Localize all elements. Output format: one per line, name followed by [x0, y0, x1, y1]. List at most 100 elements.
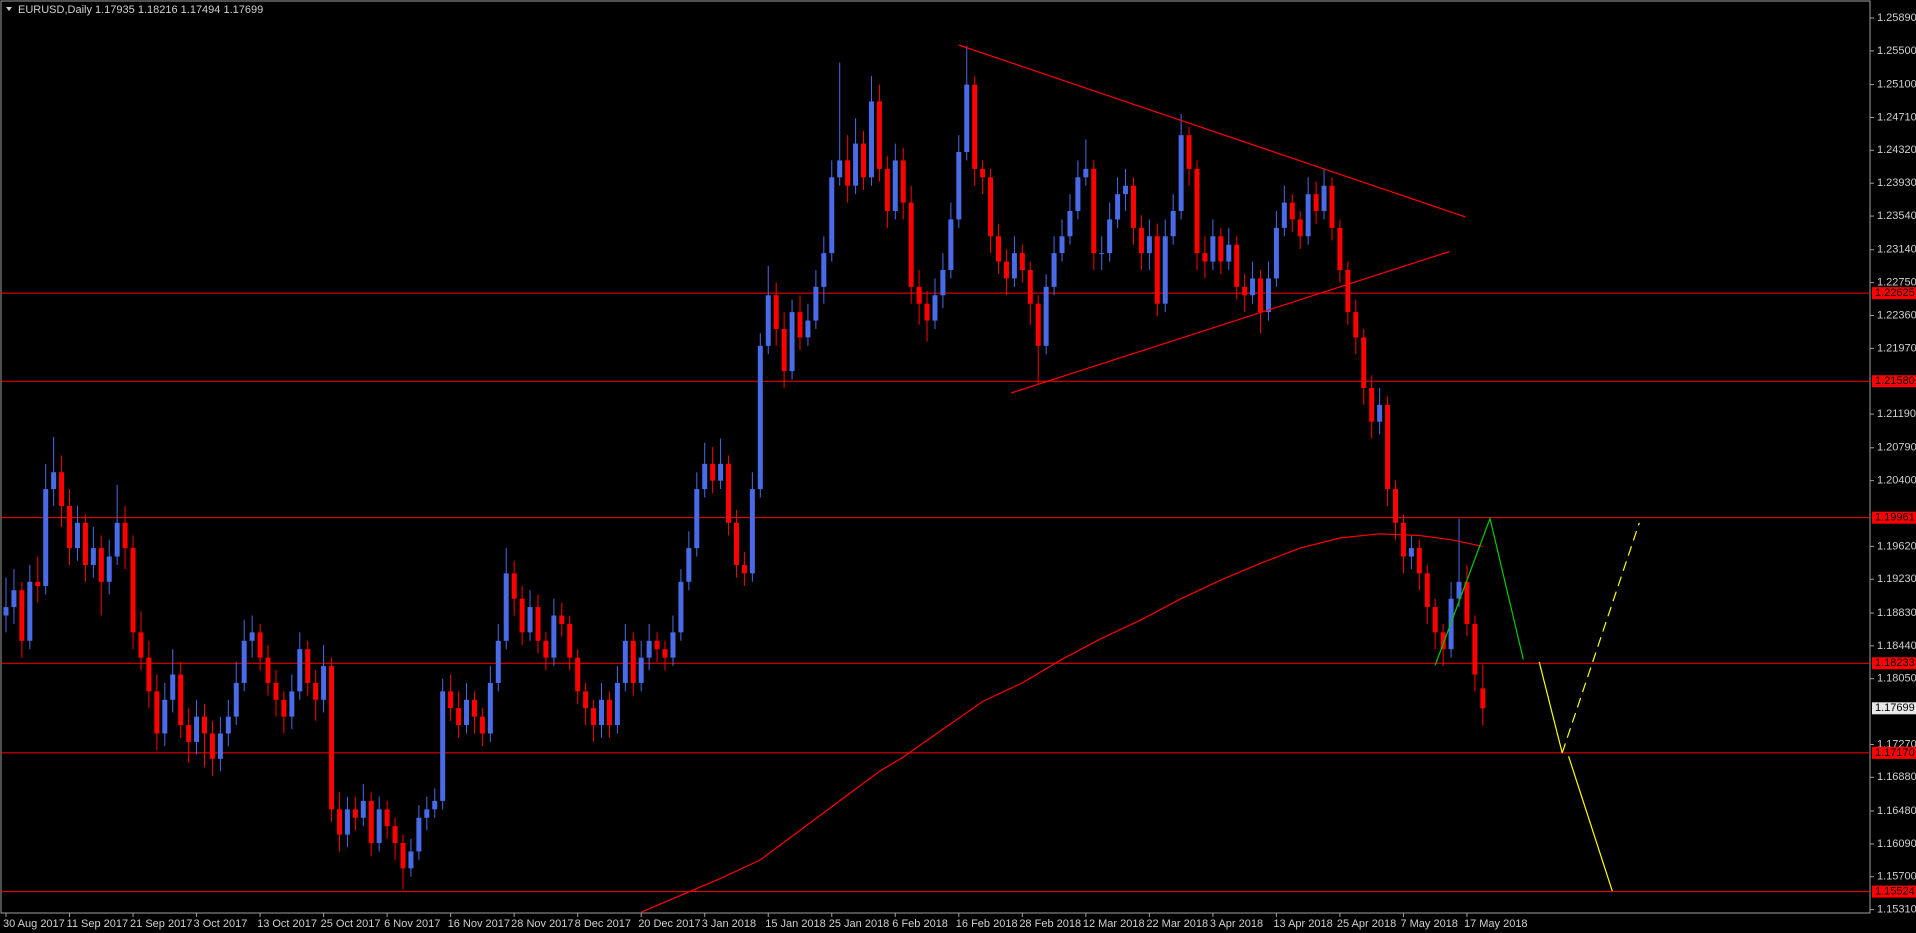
candle-body — [1234, 244, 1240, 287]
candle-body — [1329, 185, 1335, 228]
candle-body — [43, 489, 49, 587]
candle-body — [765, 295, 771, 346]
candle-body — [170, 674, 176, 700]
candle-body — [980, 168, 986, 178]
candle-body — [273, 682, 279, 700]
y-tick-label: 1.19230 — [1877, 573, 1916, 585]
y-tick-label: 1.20790 — [1877, 442, 1916, 454]
y-tick-label: 1.15700 — [1877, 871, 1916, 883]
y-tick-label: 1.22360 — [1877, 309, 1916, 321]
candle-body — [1059, 236, 1065, 254]
candle-body — [209, 733, 215, 759]
x-tick-label: 25 Jan 2018 — [829, 918, 890, 930]
candle-body — [1099, 253, 1105, 255]
candle-body — [591, 708, 597, 726]
chart-title: EURUSD,Daily 1.17935 1.18216 1.17494 1.1… — [18, 4, 263, 16]
candle-body — [813, 286, 819, 321]
candle-body — [313, 682, 319, 700]
candle-body — [638, 657, 644, 683]
y-tick-label: 1.21970 — [1877, 342, 1916, 354]
candle-body — [956, 152, 962, 220]
level-label-bg — [1872, 375, 1916, 388]
price-label-bg — [1872, 702, 1916, 715]
candle-body — [821, 253, 827, 287]
candle-body — [392, 826, 398, 844]
candle-body — [1432, 607, 1438, 633]
candle-body — [686, 548, 692, 582]
candle-body — [400, 843, 406, 869]
candle-body — [781, 328, 787, 372]
candle-body — [884, 168, 890, 211]
x-tick-label: 8 Dec 2017 — [575, 918, 631, 930]
candle-body — [440, 691, 446, 801]
candle-body — [59, 472, 65, 506]
level-label: 1.17170 — [1875, 747, 1915, 759]
candle-body — [1218, 236, 1224, 262]
candle-body — [1202, 253, 1208, 262]
candle-body — [344, 809, 350, 835]
candle-body — [551, 615, 557, 658]
candle-body — [908, 202, 914, 287]
drawn-line — [1434, 516, 1524, 666]
candle-body — [535, 607, 541, 641]
candle-body — [471, 699, 477, 717]
candle-body — [1242, 286, 1248, 296]
candle-body — [464, 699, 470, 726]
candle-body — [11, 590, 17, 608]
candle-body — [1019, 253, 1025, 270]
candle-body — [1265, 278, 1271, 313]
candle-body — [583, 691, 589, 709]
x-tick-label: 30 Aug 2017 — [3, 918, 65, 930]
candle-body — [146, 657, 152, 692]
y-tick-label: 1.23540 — [1877, 210, 1916, 222]
candle-body — [51, 472, 57, 490]
candle-body — [519, 598, 525, 633]
y-tick-label: 1.19620 — [1877, 540, 1916, 552]
candle-body — [543, 640, 549, 658]
y-tick-label: 1.18050 — [1877, 673, 1916, 685]
level-label: 1.15524 — [1875, 886, 1915, 898]
candle-body — [718, 463, 724, 481]
candle-body — [376, 809, 382, 844]
candle-body — [178, 674, 184, 726]
x-tick-label: 13 Oct 2017 — [257, 918, 317, 930]
candle-body — [281, 699, 287, 717]
plot-frame — [0, 0, 1871, 914]
candle-body — [527, 607, 533, 633]
candle-body — [670, 632, 676, 658]
level-label: 1.18233 — [1875, 657, 1915, 669]
candle-body — [789, 312, 795, 372]
candle-body — [710, 463, 716, 481]
candle-body — [1123, 185, 1129, 195]
moving-average — [640, 533, 1483, 913]
candle-body — [972, 84, 978, 169]
x-tick-label: 28 Feb 2018 — [1019, 918, 1081, 930]
candle-body — [35, 581, 41, 587]
candle-body — [964, 84, 970, 153]
candle-body — [329, 666, 335, 810]
candle-body — [575, 657, 581, 692]
candle-body — [202, 716, 207, 734]
candle-body — [241, 640, 247, 683]
candle-body — [503, 573, 509, 641]
drawn-line — [1561, 522, 1640, 754]
candle-body — [98, 548, 104, 582]
candle-body — [599, 699, 604, 726]
candle-body — [67, 505, 73, 549]
candle-body — [1369, 387, 1375, 422]
candle-body — [186, 725, 192, 742]
candle-body — [1011, 253, 1017, 279]
candle-body — [646, 640, 652, 658]
x-tick-label: 28 Nov 2017 — [511, 918, 573, 930]
candle-body — [876, 101, 882, 169]
candle-body — [1424, 573, 1430, 608]
candle-body — [1393, 489, 1398, 523]
candle-body — [916, 286, 922, 304]
candle-body — [408, 851, 414, 869]
x-tick-label: 25 Oct 2017 — [321, 918, 381, 930]
candle-body — [1130, 185, 1136, 228]
y-tick-label: 1.15310 — [1877, 904, 1916, 916]
candle-body — [114, 522, 120, 557]
candle-body — [106, 556, 112, 582]
candle-body — [861, 143, 867, 178]
